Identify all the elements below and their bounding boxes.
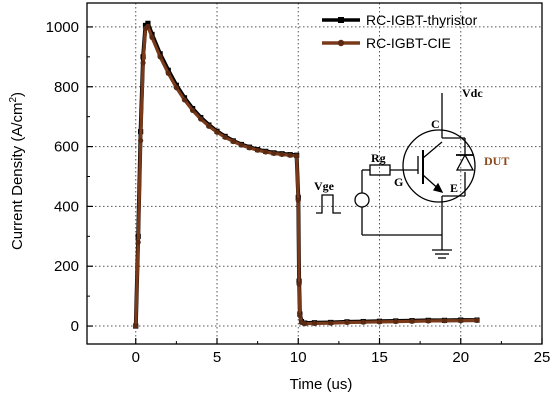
series-1-point-0 [133,323,139,329]
x-tick-label-20: 20 [452,349,469,366]
y-axis-title-main: Current Density (A/cm [9,103,26,251]
series-1-point-34 [376,319,383,325]
x-tick-label-25: 25 [534,349,550,366]
diode-triangle [455,153,475,171]
series-1-point-37 [425,318,431,324]
label-dut: DUT [484,154,509,168]
series-1-point-12 [198,116,204,122]
y-axis-title-sup: 2 [8,97,19,103]
series-1-point-11 [190,107,196,113]
y-tick-label-600: 600 [54,139,79,156]
series-1-point-30 [311,320,318,326]
series-1-point-22 [279,151,285,157]
x-tick-label-10: 10 [290,349,307,366]
series-1-point-35 [393,318,399,325]
plot-frame [86,2,543,345]
emitter-arrow [432,182,444,193]
y-tick-label-800: 800 [54,79,79,96]
label-e: E [450,181,458,195]
series-1-point-7 [157,54,163,60]
device-outline [402,129,476,203]
y-tick-label-1000: 1000 [46,19,79,36]
legend-marker-cie [337,39,345,47]
series-1-point-32 [344,319,350,326]
label-vdc: Vdc [462,86,483,100]
legend-label-cie: RC-IGBT-CIE [366,35,451,51]
label-g: G [394,175,403,189]
series-1-point-24 [294,153,300,159]
pulse-symbol [316,194,341,214]
circuit-diagram [316,93,476,259]
series-1-point-19 [255,147,261,153]
series-1-point-5 [145,23,151,29]
y-axis-title-end: ) [9,92,26,97]
series-1-point-20 [263,149,269,155]
series-1-point-38 [441,318,448,324]
series-1-point-27 [297,312,303,319]
series-line-0 [133,21,477,327]
legend-label-thyristor: RC-IGBT-thyristor [366,12,478,28]
series-1-point-26 [296,281,302,287]
legend: RC-IGBT-thyristor RC-IGBT-CIE [322,12,478,51]
series-1-point-23 [287,152,293,158]
series-1-point-18 [246,145,253,151]
label-rg: Rg [371,151,386,165]
series-1-point-39 [458,318,464,324]
x-tick-label-5: 5 [213,349,221,366]
y-axis-title: Current Density (A/cm2) [8,92,26,250]
series-1-point-8 [165,70,171,76]
y-tick-label-400: 400 [54,198,79,215]
x-axis-title: Time (us) [290,376,353,393]
series-1-point-31 [328,320,334,326]
series-1-point-13 [206,123,212,129]
series-1-point-14 [214,129,220,135]
label-vge: Vge [314,179,335,193]
series-1-point-21 [271,150,277,157]
series-1-point-16 [230,138,236,145]
series-1-point-40 [474,317,480,323]
series-1-point-1 [135,239,141,245]
x-tick-label-0: 0 [132,349,140,366]
gate-source [354,192,370,208]
label-c: C [431,117,440,131]
series-1-point-10 [181,97,188,103]
series-1-point-17 [238,142,244,148]
axes [86,2,543,345]
y-tick-label-0: 0 [71,318,79,335]
series-1-point-6 [149,34,155,40]
series-0-point-5 [145,20,151,26]
series-1-point-36 [409,318,415,324]
series-1-point-9 [173,85,179,91]
x-tick-label-15: 15 [371,349,388,366]
ticks: 0 5 10 15 20 25 0 200 400 600 800 1000 [46,19,550,366]
series-line-1 [134,24,478,327]
y-tick-label-200: 200 [54,258,79,275]
series-1-point-29 [302,321,308,327]
series-1-point-3 [140,60,146,66]
gate-resistor [369,164,391,176]
igbt-collector-leg [422,141,443,159]
curves [133,20,480,329]
series-1-point-33 [360,319,366,325]
legend-marker-thyristor [338,17,344,23]
series-1-point-2 [138,137,144,144]
series-1-point-15 [222,134,228,140]
series-1-point-25 [295,197,301,204]
